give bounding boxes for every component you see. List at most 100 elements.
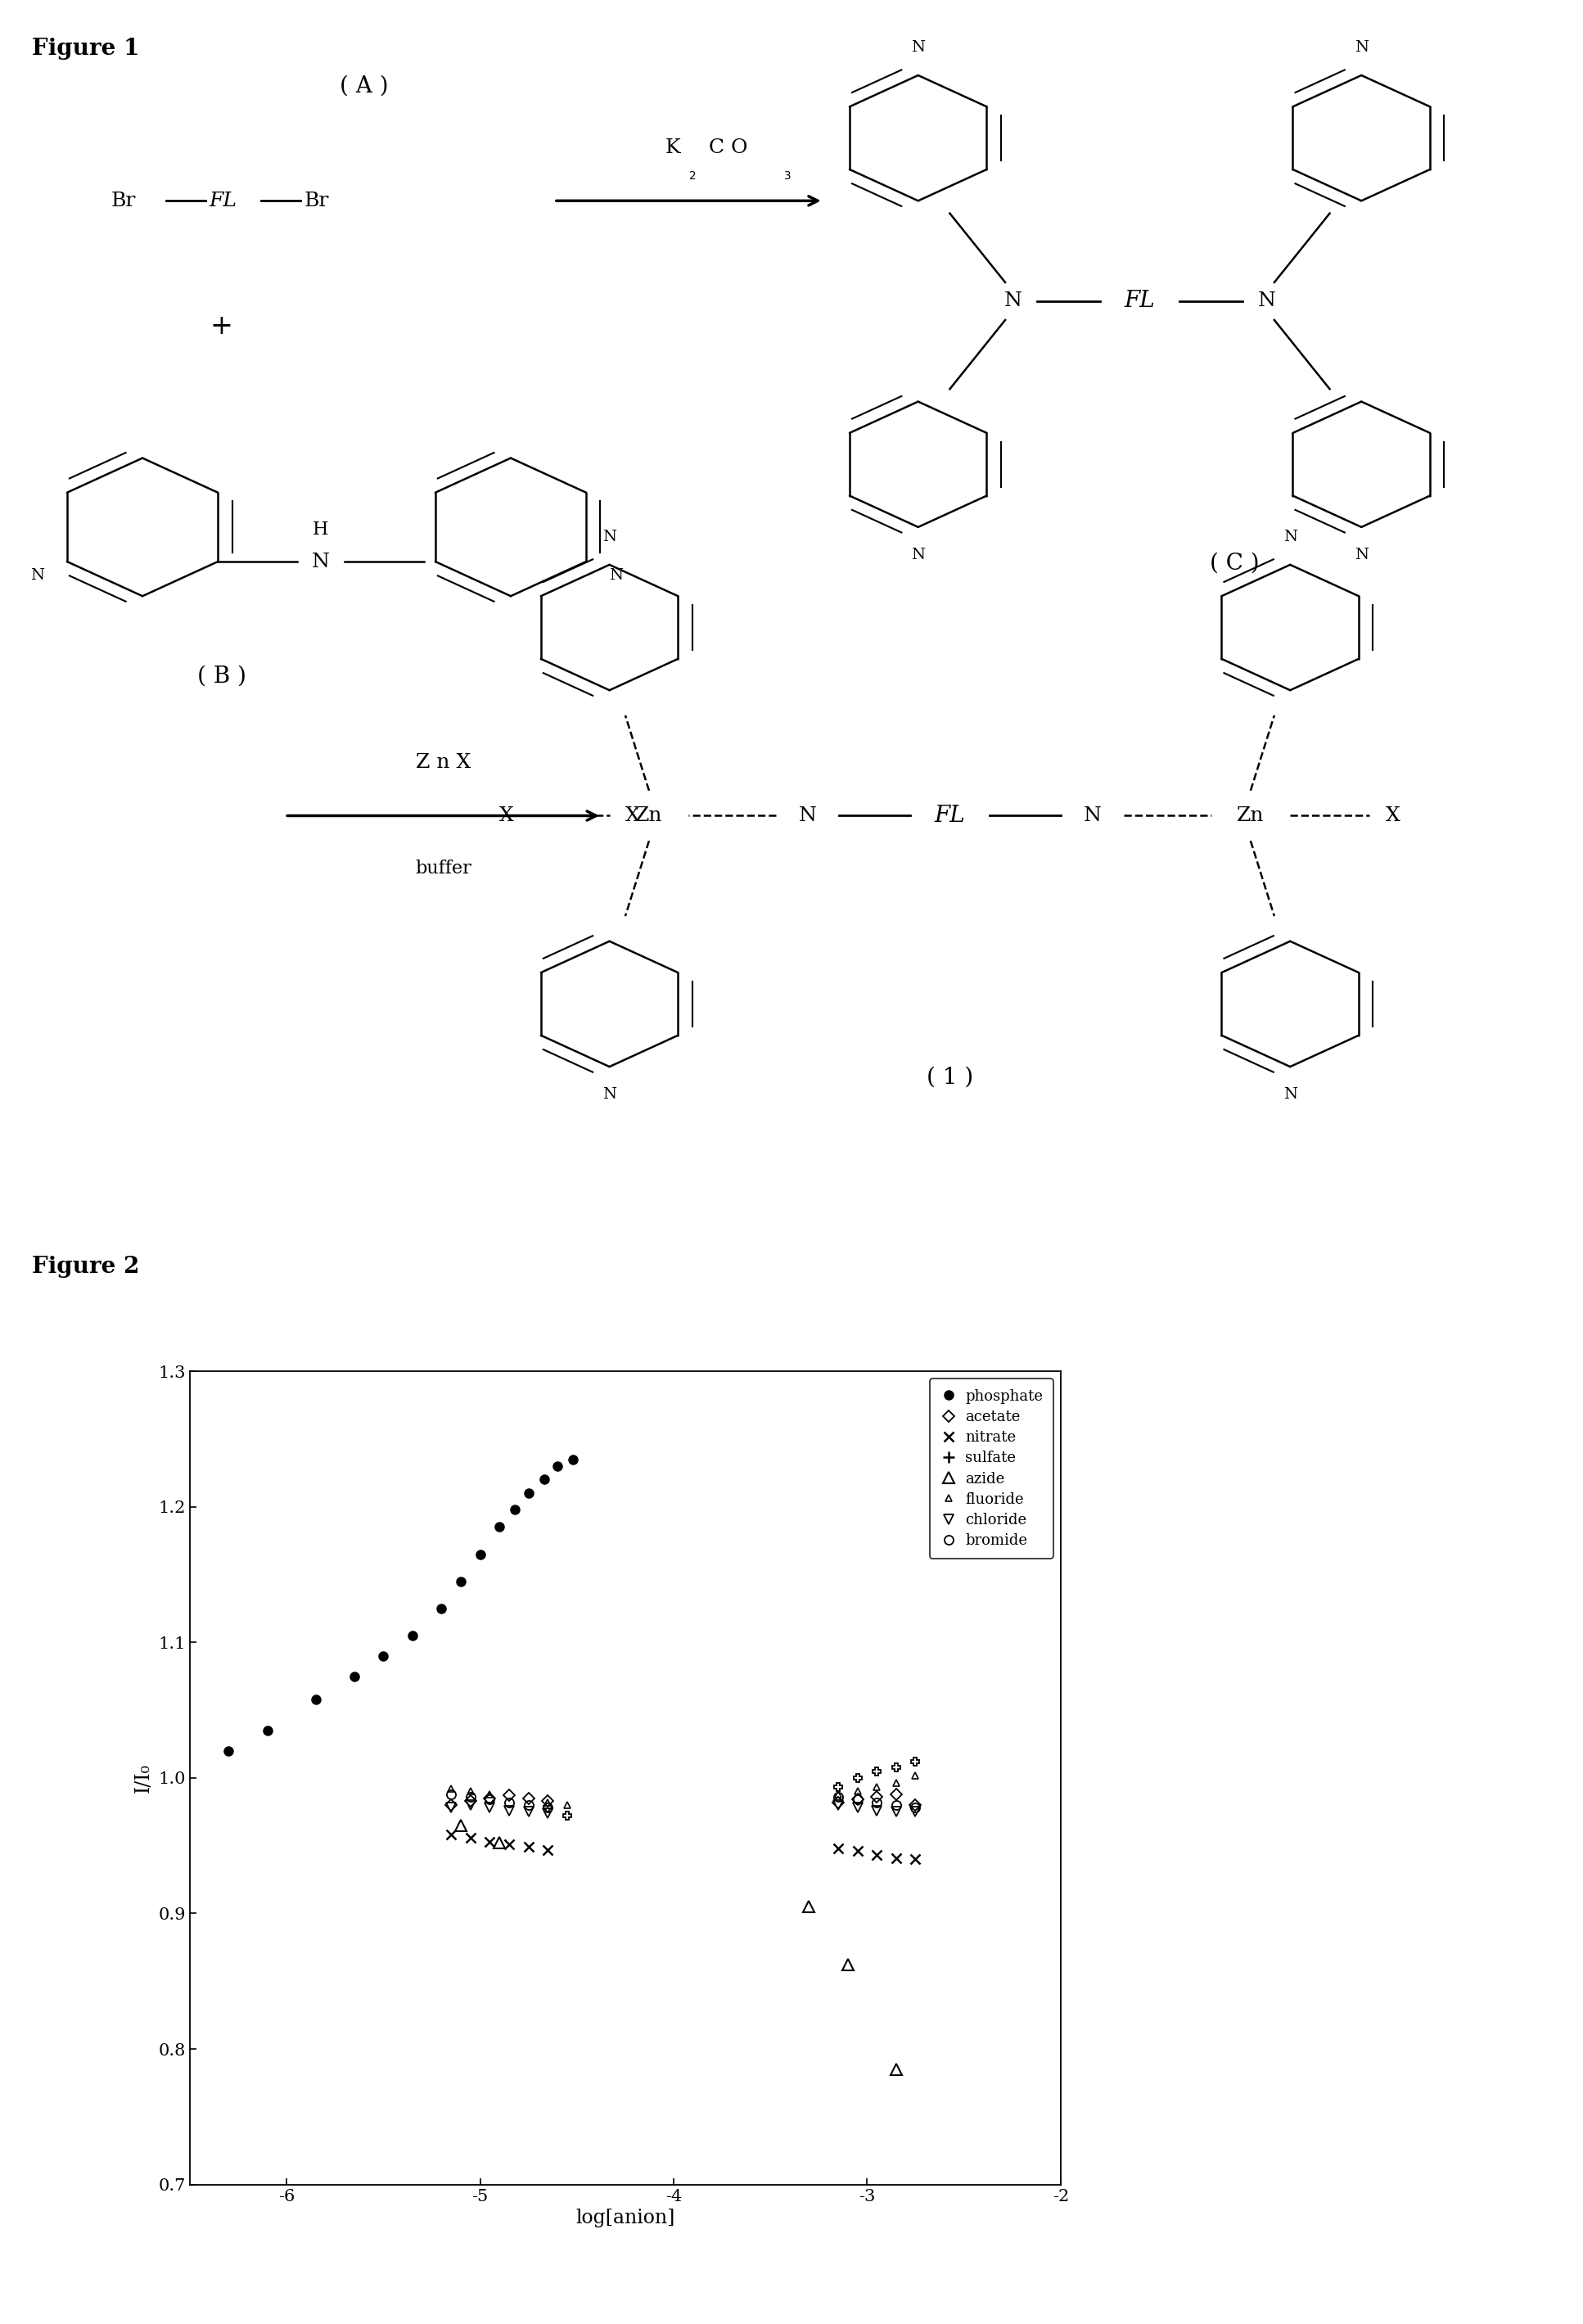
fluoride <box>828 1780 847 1808</box>
Text: X: X <box>625 806 640 825</box>
Text: FL: FL <box>209 191 237 209</box>
sulfate <box>557 1801 576 1829</box>
Text: FL: FL <box>934 804 966 827</box>
fluoride <box>557 1792 576 1820</box>
Line: bromide: bromide <box>446 1789 920 1813</box>
phosphate <box>218 1736 237 1764</box>
Line: acetate: acetate <box>448 1789 920 1808</box>
nitrate <box>905 1845 924 1873</box>
nitrate <box>538 1836 557 1864</box>
chloride <box>848 1794 867 1822</box>
Text: Zn: Zn <box>635 806 663 825</box>
Text: N: N <box>312 553 329 572</box>
acetate <box>867 1783 886 1810</box>
phosphate <box>345 1662 364 1690</box>
phosphate <box>505 1497 524 1525</box>
azide <box>451 1810 470 1838</box>
acetate <box>519 1785 538 1813</box>
phosphate <box>470 1541 489 1569</box>
bromide <box>538 1794 557 1822</box>
Text: Figure 2: Figure 2 <box>32 1255 139 1278</box>
Text: X: X <box>1385 806 1401 825</box>
Y-axis label: I/I₀: I/I₀ <box>135 1764 154 1792</box>
nitrate <box>519 1834 538 1862</box>
acetate <box>848 1785 867 1813</box>
bromide <box>867 1789 886 1817</box>
fluoride <box>867 1773 886 1801</box>
Text: N: N <box>912 548 924 562</box>
phosphate <box>258 1717 277 1745</box>
Text: N: N <box>1083 806 1102 825</box>
sulfate <box>905 1748 924 1776</box>
bromide <box>519 1792 538 1820</box>
chloride <box>828 1792 847 1820</box>
Text: ( C ): ( C ) <box>1209 553 1260 574</box>
fluoride <box>538 1789 557 1817</box>
azide <box>491 1829 510 1857</box>
nitrate <box>442 1822 461 1850</box>
phosphate <box>306 1685 325 1713</box>
Text: $_{2}$: $_{2}$ <box>689 167 697 181</box>
Text: K: K <box>665 137 681 156</box>
Text: Br: Br <box>304 191 329 209</box>
chloride <box>905 1799 924 1827</box>
chloride <box>867 1796 886 1824</box>
sulfate <box>538 1794 557 1822</box>
acetate <box>828 1789 847 1817</box>
Text: ( A ): ( A ) <box>340 74 388 98</box>
phosphate <box>374 1641 393 1669</box>
chloride <box>519 1799 538 1827</box>
chloride <box>886 1799 905 1827</box>
phosphate <box>451 1566 470 1594</box>
chloride <box>538 1799 557 1827</box>
acetate <box>886 1780 905 1808</box>
nitrate <box>480 1827 499 1855</box>
Line: phosphate: phosphate <box>225 1455 578 1755</box>
Text: Zn: Zn <box>1236 806 1265 825</box>
fluoride <box>442 1776 461 1803</box>
sulfate <box>886 1752 905 1780</box>
Text: N: N <box>798 806 817 825</box>
chloride <box>500 1796 519 1824</box>
Line: fluoride: fluoride <box>448 1771 918 1808</box>
Text: N: N <box>912 40 924 56</box>
nitrate <box>828 1834 847 1862</box>
Text: N: N <box>603 530 616 544</box>
Line: nitrate: nitrate <box>446 1831 920 1864</box>
Text: N: N <box>603 1088 616 1102</box>
bromide <box>905 1794 924 1822</box>
Text: N: N <box>1257 293 1276 311</box>
Text: N: N <box>609 567 624 583</box>
Text: N: N <box>1004 293 1023 311</box>
Text: N: N <box>1355 40 1368 56</box>
chloride <box>461 1792 480 1820</box>
bromide <box>500 1789 519 1817</box>
phosphate <box>432 1594 451 1622</box>
Text: N: N <box>1284 530 1296 544</box>
phosphate <box>548 1452 567 1480</box>
nitrate <box>867 1841 886 1868</box>
Text: ( 1 ): ( 1 ) <box>926 1067 974 1090</box>
sulfate <box>867 1757 886 1785</box>
phosphate <box>491 1513 510 1541</box>
nitrate <box>886 1843 905 1871</box>
sulfate <box>848 1764 867 1792</box>
bromide <box>848 1785 867 1813</box>
fluoride <box>848 1778 867 1806</box>
nitrate <box>848 1836 867 1864</box>
phosphate <box>535 1466 554 1494</box>
azide <box>839 1952 858 1980</box>
Text: buffer: buffer <box>415 860 472 878</box>
bromide <box>442 1780 461 1808</box>
Text: N: N <box>1355 548 1368 562</box>
bromide <box>461 1783 480 1810</box>
X-axis label: log[anion]: log[anion] <box>576 2208 674 2226</box>
bromide <box>886 1792 905 1820</box>
Text: H: H <box>313 521 329 539</box>
phosphate <box>519 1480 538 1508</box>
Text: +: + <box>211 314 233 339</box>
acetate <box>442 1792 461 1820</box>
Text: Br: Br <box>111 191 136 209</box>
phosphate <box>564 1446 583 1473</box>
Text: $_{3}$: $_{3}$ <box>784 167 792 181</box>
